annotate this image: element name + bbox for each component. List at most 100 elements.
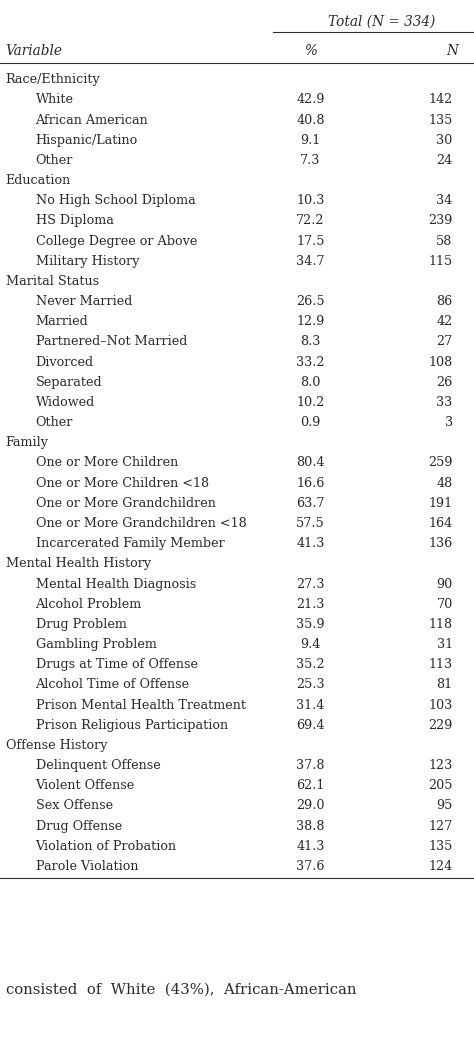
Text: 135: 135 [428, 113, 453, 127]
Text: Violation of Probation: Violation of Probation [36, 840, 177, 853]
Text: 259: 259 [428, 457, 453, 469]
Text: 33: 33 [437, 396, 453, 409]
Text: 31.4: 31.4 [296, 699, 325, 711]
Text: Variable: Variable [6, 45, 63, 58]
Text: 41.3: 41.3 [296, 840, 325, 853]
Text: 164: 164 [428, 517, 453, 530]
Text: Never Married: Never Married [36, 295, 132, 308]
Text: 124: 124 [428, 860, 453, 873]
Text: 191: 191 [428, 497, 453, 510]
Text: Divorced: Divorced [36, 356, 94, 368]
Text: Other: Other [36, 416, 73, 430]
Text: One or More Grandchildren: One or More Grandchildren [36, 497, 215, 510]
Text: 115: 115 [428, 255, 453, 267]
Text: 108: 108 [428, 356, 453, 368]
Text: Drug Problem: Drug Problem [36, 618, 127, 631]
Text: 35.9: 35.9 [296, 618, 325, 631]
Text: 57.5: 57.5 [296, 517, 325, 530]
Text: One or More Grandchildren <18: One or More Grandchildren <18 [36, 517, 246, 530]
Text: 40.8: 40.8 [296, 113, 325, 127]
Text: Alcohol Time of Offense: Alcohol Time of Offense [36, 678, 190, 692]
Text: 205: 205 [428, 779, 453, 792]
Text: 33.2: 33.2 [296, 356, 325, 368]
Text: Prison Mental Health Treatment: Prison Mental Health Treatment [36, 699, 246, 711]
Text: HS Diploma: HS Diploma [36, 214, 113, 228]
Text: Offense History: Offense History [6, 739, 107, 752]
Text: 30: 30 [437, 134, 453, 147]
Text: 81: 81 [437, 678, 453, 692]
Text: Total (N = 334): Total (N = 334) [328, 16, 435, 29]
Text: N: N [447, 45, 459, 58]
Text: 48: 48 [437, 476, 453, 490]
Text: Separated: Separated [36, 375, 102, 389]
Text: 62.1: 62.1 [296, 779, 325, 792]
Text: 8.3: 8.3 [301, 336, 320, 348]
Text: White: White [36, 94, 73, 106]
Text: 72.2: 72.2 [296, 214, 325, 228]
Text: Violent Offense: Violent Offense [36, 779, 135, 792]
Text: 26: 26 [437, 375, 453, 389]
Text: Drugs at Time of Offense: Drugs at Time of Offense [36, 658, 198, 671]
Text: 42: 42 [437, 315, 453, 329]
Text: 10.2: 10.2 [296, 396, 325, 409]
Text: 113: 113 [428, 658, 453, 671]
Text: 9.4: 9.4 [301, 639, 320, 651]
Text: 27.3: 27.3 [296, 577, 325, 591]
Text: Prison Religious Participation: Prison Religious Participation [36, 719, 228, 732]
Text: Marital Status: Marital Status [6, 275, 99, 288]
Text: Gambling Problem: Gambling Problem [36, 639, 156, 651]
Text: One or More Children <18: One or More Children <18 [36, 476, 209, 490]
Text: 34: 34 [437, 194, 453, 207]
Text: College Degree or Above: College Degree or Above [36, 235, 197, 248]
Text: 24: 24 [437, 154, 453, 166]
Text: consisted  of  White  (43%),  African-American: consisted of White (43%), African-Americ… [6, 982, 356, 996]
Text: Sex Offense: Sex Offense [36, 800, 113, 812]
Text: 229: 229 [428, 719, 453, 732]
Text: %: % [304, 45, 317, 58]
Text: Drug Offense: Drug Offense [36, 820, 122, 833]
Text: 16.6: 16.6 [296, 476, 325, 490]
Text: 3: 3 [445, 416, 453, 430]
Text: 63.7: 63.7 [296, 497, 325, 510]
Text: 27: 27 [437, 336, 453, 348]
Text: Family: Family [6, 437, 49, 449]
Text: Parole Violation: Parole Violation [36, 860, 138, 873]
Text: 41.3: 41.3 [296, 538, 325, 550]
Text: 58: 58 [436, 235, 453, 248]
Text: No High School Diploma: No High School Diploma [36, 194, 195, 207]
Text: Incarcerated Family Member: Incarcerated Family Member [36, 538, 224, 550]
Text: 136: 136 [428, 538, 453, 550]
Text: Mental Health History: Mental Health History [6, 557, 151, 570]
Text: One or More Children: One or More Children [36, 457, 178, 469]
Text: 26.5: 26.5 [296, 295, 325, 308]
Text: 9.1: 9.1 [301, 134, 320, 147]
Text: Other: Other [36, 154, 73, 166]
Text: 70: 70 [437, 598, 453, 610]
Text: 8.0: 8.0 [301, 375, 320, 389]
Text: 25.3: 25.3 [296, 678, 325, 692]
Text: 21.3: 21.3 [296, 598, 325, 610]
Text: 10.3: 10.3 [296, 194, 325, 207]
Text: 0.9: 0.9 [301, 416, 320, 430]
Text: Mental Health Diagnosis: Mental Health Diagnosis [36, 577, 196, 591]
Text: Alcohol Problem: Alcohol Problem [36, 598, 142, 610]
Text: 7.3: 7.3 [301, 154, 320, 166]
Text: 127: 127 [428, 820, 453, 833]
Text: African American: African American [36, 113, 148, 127]
Text: 17.5: 17.5 [296, 235, 325, 248]
Text: 37.6: 37.6 [296, 860, 325, 873]
Text: 95: 95 [436, 800, 453, 812]
Text: 142: 142 [428, 94, 453, 106]
Text: 135: 135 [428, 840, 453, 853]
Text: 86: 86 [437, 295, 453, 308]
Text: 29.0: 29.0 [296, 800, 325, 812]
Text: Partnered–Not Married: Partnered–Not Married [36, 336, 187, 348]
Text: Education: Education [6, 174, 71, 187]
Text: 12.9: 12.9 [296, 315, 325, 329]
Text: Widowed: Widowed [36, 396, 95, 409]
Text: 239: 239 [428, 214, 453, 228]
Text: Race/Ethnicity: Race/Ethnicity [6, 73, 100, 86]
Text: Delinquent Offense: Delinquent Offense [36, 759, 160, 772]
Text: 69.4: 69.4 [296, 719, 325, 732]
Text: 42.9: 42.9 [296, 94, 325, 106]
